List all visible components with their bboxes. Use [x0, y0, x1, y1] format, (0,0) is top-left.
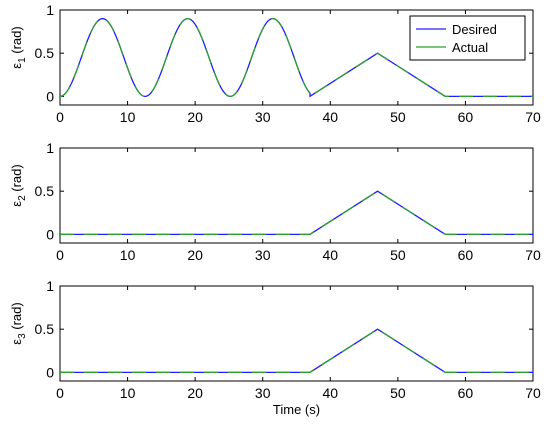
x-tick-label: 10 — [120, 109, 136, 125]
legend-entry: Desired — [452, 22, 497, 37]
y-tick-label: 0.5 — [35, 321, 55, 337]
y-tick-label: 1 — [46, 2, 54, 18]
y-tick-label: 0.5 — [35, 45, 55, 61]
x-tick-label: 0 — [56, 247, 64, 263]
x-tick-label: 50 — [390, 247, 406, 263]
x-tick-label: 0 — [56, 385, 64, 401]
legend-entry: Actual — [452, 40, 488, 55]
x-tick-label: 70 — [525, 247, 541, 263]
x-tick-label: 10 — [120, 247, 136, 263]
y-tick-label: 0 — [46, 364, 54, 380]
x-tick-label: 40 — [322, 109, 338, 125]
legend-box — [409, 15, 526, 61]
y-axis-label: ε1 (rad) — [9, 26, 28, 68]
x-tick-label: 30 — [255, 109, 271, 125]
y-tick-label: 1 — [46, 140, 54, 156]
panel-3: 0 10 20 30 40 50 60 70 0 0.5 1 ε3 (rad) Time (s) — [9, 278, 541, 417]
x-tick-label: 30 — [255, 385, 271, 401]
x-tick-label: 10 — [120, 385, 136, 401]
x-tick-label: 70 — [525, 385, 541, 401]
x-axis-label: Time (s) — [273, 402, 320, 417]
series-line-actual — [60, 17, 533, 98]
axes-frame — [59, 147, 534, 244]
y-tick-label: 1 — [46, 278, 54, 294]
panel-1: 0 10 20 30 40 50 60 70 0 0.5 1 ε1 (rad) Desired Actua… — [9, 2, 541, 125]
axes-frame — [59, 285, 534, 382]
series-line-actual — [60, 328, 533, 374]
series-line-actual — [60, 190, 533, 236]
x-tick-label: 40 — [322, 247, 338, 263]
y-tick-label: 0 — [46, 226, 54, 242]
x-tick-label: 70 — [525, 109, 541, 125]
y-axis-label: ε3 (rad) — [9, 302, 28, 344]
x-tick-label: 20 — [187, 385, 203, 401]
x-tick-label: 30 — [255, 247, 271, 263]
x-tick-label: 50 — [390, 109, 406, 125]
x-tick-label: 60 — [458, 385, 474, 401]
x-tick-label: 20 — [187, 109, 203, 125]
x-tick-label: 20 — [187, 247, 203, 263]
x-tick-label: 50 — [390, 385, 406, 401]
y-tick-label: 0.5 — [35, 183, 55, 199]
y-axis-label: ε2 (rad) — [9, 164, 28, 206]
legend: Desired Actual — [409, 15, 526, 61]
y-tick-label: 0 — [46, 88, 54, 104]
x-tick-label: 0 — [56, 109, 64, 125]
panel-2: 0 10 20 30 40 50 60 70 0 0.5 1 ε2 (rad) — [9, 140, 541, 263]
x-tick-label: 60 — [458, 247, 474, 263]
x-tick-label: 60 — [458, 109, 474, 125]
x-tick-label: 40 — [322, 385, 338, 401]
